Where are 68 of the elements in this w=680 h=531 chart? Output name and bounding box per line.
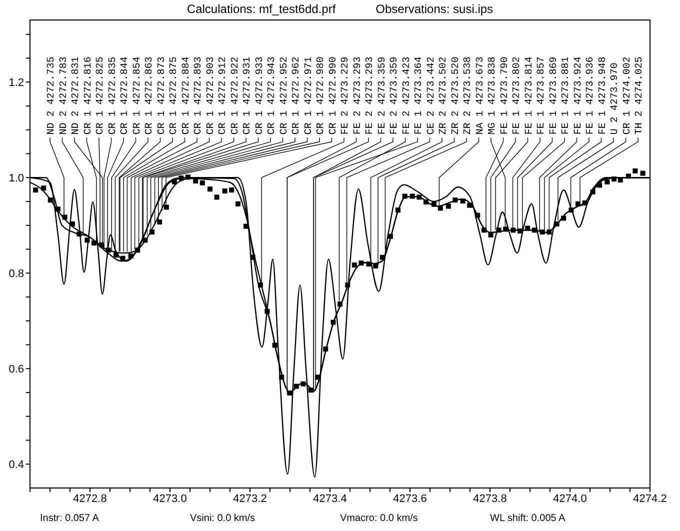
- x-tick-label: 4273.4: [313, 492, 347, 505]
- annotation: CR 1 4272.912: [218, 56, 229, 135]
- x-tick-label: 4274.0: [553, 492, 587, 505]
- annotation: CR 1 4272.952: [279, 56, 290, 135]
- annotation: ND 2 4272.783: [58, 56, 70, 135]
- annotation: CR 1 4272.931: [242, 56, 254, 135]
- y-tick-label: 1.0: [8, 172, 24, 184]
- annotation: FE 1 4273.936: [586, 56, 596, 135]
- annotation: FE 2 4273.359: [390, 56, 400, 135]
- annotation: CR 1 4272.893: [194, 56, 204, 135]
- x-tick-label: 4273.2: [233, 492, 267, 505]
- annotation: CR 1 4272.884: [181, 56, 192, 135]
- text: Vsini: 0.0 km/s: [190, 513, 256, 524]
- annotation: FE 1 4273.364: [414, 56, 425, 135]
- y-tick-label: 0.6: [8, 364, 24, 376]
- x-tick-label: 4273.8: [473, 492, 507, 505]
- annotation: U 2 4273.970: [610, 62, 621, 135]
- annotation: TH 2 4274.025: [634, 56, 646, 135]
- annotation: FE 2 4273.293: [352, 56, 364, 135]
- annotation: ND 2 4272.735: [46, 56, 58, 135]
- annotation: FE 2 4273.293: [365, 56, 376, 135]
- chart-title: Calculations: mf_test6dd.prf: [186, 2, 336, 16]
- annotation: FE 2 4273.229: [340, 56, 352, 135]
- annotation: CR 1 4272.854: [132, 56, 144, 135]
- annotation: CR 1 4272.962: [292, 56, 302, 135]
- annotation: CR 1 4272.863: [144, 56, 156, 135]
- text: WL shift: 0.005 A: [490, 513, 566, 524]
- annotation: CR 1 4272.844: [120, 56, 131, 135]
- annotation: ZR 2 4273.538: [463, 56, 474, 135]
- annotation: FE 1 4273.857: [536, 56, 548, 135]
- y-tick-label: 1.2: [8, 76, 24, 89]
- annotation: FE 1 4273.881: [561, 56, 572, 135]
- text: Vmacro: 0.0 km/s: [340, 513, 418, 524]
- annotation: FE 2 4273.359: [377, 56, 388, 135]
- annotation: FE 1 4273.869: [548, 56, 560, 135]
- x-tick-label: 4272.8: [73, 492, 107, 505]
- annotation: CR 1 4272.825: [96, 56, 106, 135]
- annotation: ZR 2 4273.520: [450, 56, 462, 135]
- annotation: CR 1 4272.835: [108, 56, 119, 135]
- annotation: ZR 2 4273.502: [438, 56, 450, 135]
- annotation: CE 2 4273.442: [426, 56, 438, 135]
- annotation: CR 1 4272.816: [83, 56, 94, 135]
- y-tick-label: 0.8: [8, 268, 24, 280]
- annotation: CR 1 4272.933: [254, 56, 266, 135]
- annotation: CR 1 4272.903: [206, 56, 217, 135]
- y-tick-label: 0.4: [8, 459, 24, 472]
- x-tick-label: 4273.0: [153, 492, 187, 505]
- annotation: NA 1 4273.673: [475, 56, 486, 135]
- annotation: FE 1 4273.948: [598, 56, 609, 135]
- annotation: MG 1 4273.838: [488, 56, 498, 135]
- annotation: CR 1 4272.922: [230, 56, 242, 135]
- annotation: CR 1 4272.943: [267, 56, 278, 135]
- annotation: FE 1 4273.814: [524, 56, 536, 135]
- annotation: CR 1 4272.875: [169, 56, 180, 135]
- annotation: CR 1 4272.980: [316, 56, 327, 135]
- annotation: FE 1 4273.924: [573, 56, 584, 135]
- annotation: FE 1 4273.802: [512, 56, 523, 135]
- annotation: FE 2 4273.423: [402, 56, 413, 135]
- x-tick-label: 4274.2: [633, 492, 667, 505]
- text: Instr: 0.057 A: [40, 513, 99, 524]
- annotation: CR 1 4272.990: [328, 56, 340, 135]
- annotation: FE 1 4273.790: [500, 56, 511, 135]
- annotation: CR 1 4272.873: [156, 56, 168, 135]
- chart-subtitle: Observations: susi.ips: [376, 2, 494, 16]
- annotation: ND 2 4272.831: [71, 56, 82, 135]
- annotation: CR 1 4274.002: [622, 56, 634, 135]
- annotation: CR 1 4272.971: [304, 56, 315, 135]
- x-tick-label: 4273.6: [393, 492, 427, 505]
